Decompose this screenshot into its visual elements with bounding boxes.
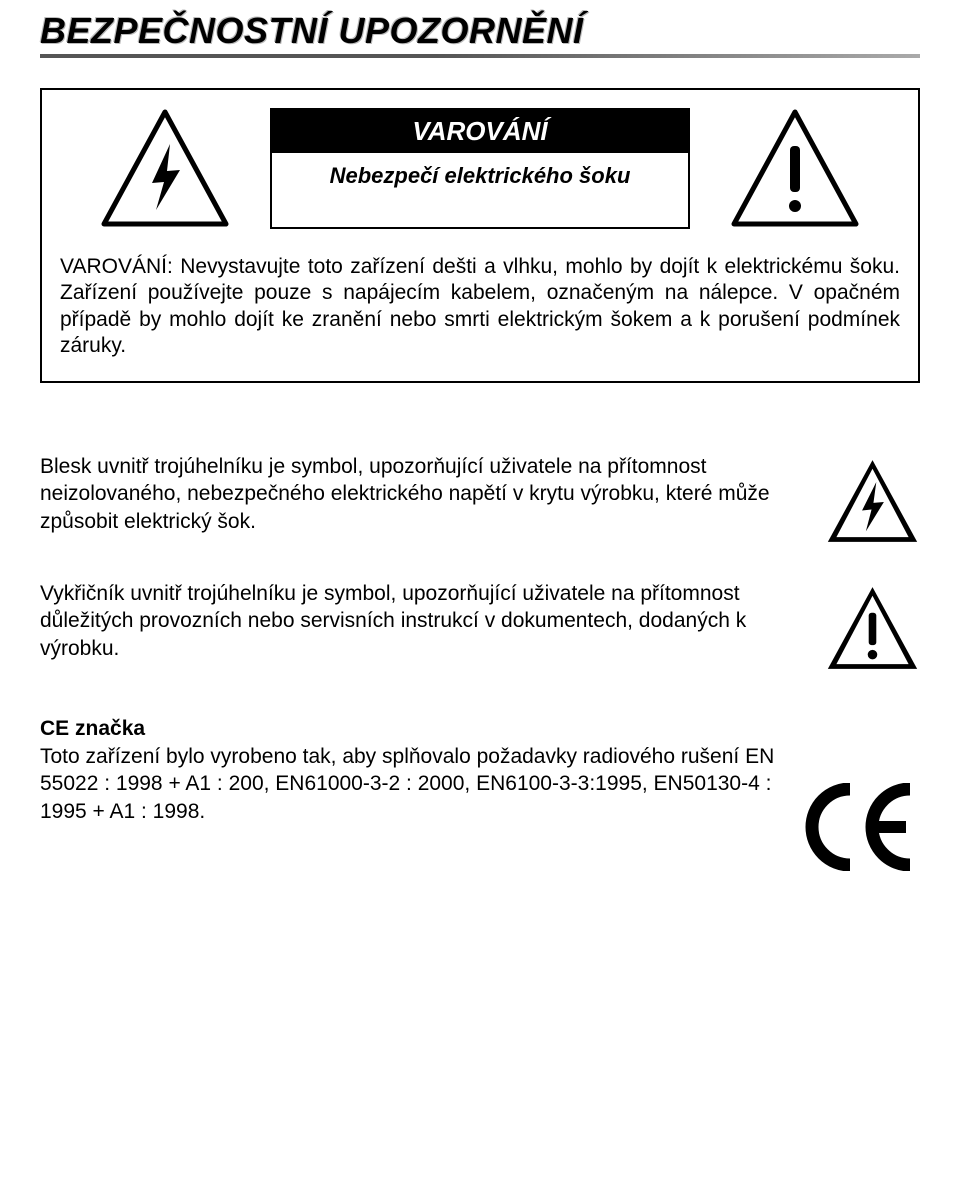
ce-section: CE značka Toto zařízení bylo vyrobeno ta… — [40, 717, 920, 871]
page: BEZPEČNOSTNÍ UPOZORNĚNÍ VAROVÁNÍ Nebezpe… — [0, 0, 960, 1195]
title-underline — [40, 54, 920, 58]
exclamation-triangle-icon — [730, 108, 860, 228]
ce-heading: CE značka — [40, 717, 920, 741]
warning-body-text: Nevystavujte toto zařízení dešti a vlhku… — [60, 255, 900, 357]
symbol-explanations: Blesk uvnitř trojúhelníku je symbol, upo… — [40, 453, 920, 672]
warning-panel: VAROVÁNÍ Nebezpečí elektrického šoku VAR… — [40, 88, 920, 383]
warning-subheader: Nebezpečí elektrického šoku — [272, 153, 688, 227]
warning-body: VAROVÁNÍ: Nevystavujte toto zařízení deš… — [60, 254, 900, 359]
warning-center-box: VAROVÁNÍ Nebezpečí elektrického šoku — [270, 108, 690, 229]
ce-mark-icon — [800, 783, 920, 871]
warning-body-label: VAROVÁNÍ: — [60, 255, 173, 278]
excl-explanation-row: Vykřičník uvnitř trojúhelníku je symbol,… — [40, 580, 920, 672]
bolt-triangle-small-icon — [825, 457, 920, 545]
warning-header: VAROVÁNÍ — [272, 110, 688, 153]
ce-text: Toto zařízení bylo vyrobeno tak, aby spl… — [40, 743, 775, 825]
bolt-triangle-icon — [100, 108, 230, 228]
warning-top-row: VAROVÁNÍ Nebezpečí elektrického šoku — [60, 108, 900, 229]
exclamation-triangle-small-icon — [825, 584, 920, 672]
ce-row: Toto zařízení bylo vyrobeno tak, aby spl… — [40, 743, 920, 871]
title-block: BEZPEČNOSTNÍ UPOZORNĚNÍ — [40, 10, 920, 58]
bolt-explanation-text: Blesk uvnitř trojúhelníku je symbol, upo… — [40, 453, 800, 535]
excl-explanation-text: Vykřičník uvnitř trojúhelníku je symbol,… — [40, 580, 800, 662]
page-title: BEZPEČNOSTNÍ UPOZORNĚNÍ — [40, 10, 920, 52]
bolt-explanation-row: Blesk uvnitř trojúhelníku je symbol, upo… — [40, 453, 920, 545]
